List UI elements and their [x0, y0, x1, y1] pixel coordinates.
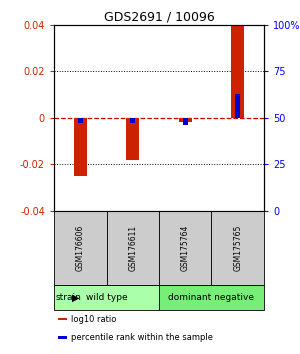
- Bar: [130, 118, 135, 123]
- Text: GSM176606: GSM176606: [76, 224, 85, 271]
- Bar: [159, 285, 264, 310]
- Title: GDS2691 / 10096: GDS2691 / 10096: [103, 11, 214, 24]
- Bar: [179, 118, 192, 122]
- Bar: [183, 118, 188, 125]
- Bar: [106, 211, 159, 285]
- Bar: [74, 118, 87, 176]
- Bar: [58, 318, 67, 320]
- Bar: [235, 93, 240, 118]
- Bar: [231, 25, 244, 118]
- Bar: [54, 211, 106, 285]
- Text: log10 ratio: log10 ratio: [71, 315, 116, 324]
- Text: wild type: wild type: [86, 293, 127, 302]
- Text: GSM175764: GSM175764: [181, 224, 190, 271]
- Text: percentile rank within the sample: percentile rank within the sample: [71, 333, 213, 342]
- Text: strain: strain: [55, 293, 81, 302]
- Text: GSM176611: GSM176611: [128, 225, 137, 271]
- Bar: [126, 118, 139, 160]
- Text: ▶: ▶: [72, 292, 79, 302]
- Bar: [212, 211, 264, 285]
- Bar: [159, 211, 211, 285]
- Bar: [58, 336, 67, 339]
- Text: dominant negative: dominant negative: [169, 293, 254, 302]
- Text: GSM175765: GSM175765: [233, 224, 242, 271]
- Bar: [54, 285, 159, 310]
- Bar: [78, 118, 83, 123]
